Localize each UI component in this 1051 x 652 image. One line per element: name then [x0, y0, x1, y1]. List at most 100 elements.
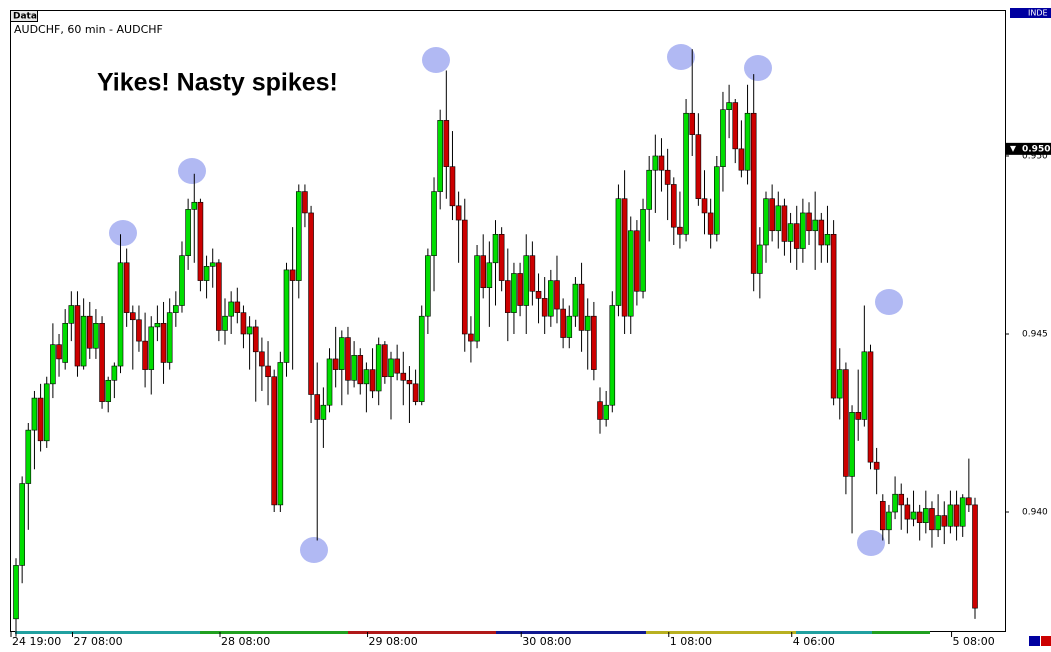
candle-body: [86, 315, 93, 349]
candle-body: [511, 273, 517, 313]
candle-body: [130, 312, 136, 321]
candle-body: [787, 223, 794, 242]
candle-body: [621, 198, 628, 317]
spike-circle: [422, 47, 450, 73]
candle-body: [750, 112, 757, 274]
candle-body: [492, 234, 499, 264]
candle-body: [345, 337, 351, 381]
candle-body: [591, 315, 597, 370]
candle-body: [707, 212, 714, 235]
candle-body: [474, 255, 480, 342]
corner-tag-box: [1010, 8, 1051, 18]
spike-circle: [109, 220, 137, 246]
candles: [13, 49, 978, 637]
candle-body: [904, 504, 911, 520]
candle-body: [818, 219, 825, 246]
y-tick-label: 0.945: [1022, 329, 1048, 339]
candle-body: [873, 461, 880, 470]
candle-body: [209, 262, 216, 267]
candle-body: [216, 262, 222, 331]
x-tick-label: 29 08:00: [369, 635, 418, 648]
candle-body: [277, 362, 284, 506]
day-strip: [872, 631, 930, 634]
candle-body: [117, 262, 124, 367]
candle-body: [800, 212, 806, 249]
candle-body: [486, 262, 493, 289]
candle-body: [142, 340, 148, 370]
candle-body: [683, 112, 689, 235]
candle-body: [652, 155, 659, 171]
candle-body: [228, 301, 234, 317]
candle-body: [572, 283, 579, 317]
candle-body: [332, 358, 339, 370]
candle-body: [597, 401, 603, 420]
candle-body: [640, 209, 646, 292]
candle-body: [793, 223, 800, 249]
day-strip: [646, 631, 796, 634]
candle-body: [412, 383, 419, 402]
x-tick-label: 27 08:00: [73, 635, 122, 648]
candle-body: [763, 198, 769, 246]
candle-body: [289, 269, 296, 281]
candle-body: [197, 201, 204, 281]
price-marker: [1006, 142, 1051, 155]
candle-body: [935, 515, 941, 531]
x-tick-label: 24 19:00: [12, 635, 61, 648]
candle-body: [148, 326, 155, 370]
candle-body: [603, 404, 609, 420]
candle-body: [677, 226, 683, 235]
candle-body: [80, 315, 87, 367]
x-tick-label: 30 08:00: [522, 635, 571, 648]
candle-body: [154, 323, 161, 328]
candle-body: [738, 148, 745, 171]
candle-body: [437, 120, 443, 192]
candle-body: [689, 112, 696, 135]
candle-body: [855, 412, 861, 420]
candle-body: [111, 365, 118, 381]
candle-body: [25, 429, 32, 484]
candle-body: [369, 369, 376, 392]
candle-body: [726, 102, 732, 110]
candle-body: [93, 323, 99, 349]
candle-body: [382, 344, 388, 378]
candle-body: [320, 404, 327, 420]
icon: [1029, 636, 1040, 646]
candle-body: [757, 244, 763, 274]
x-tick-label: 5 08:00: [953, 635, 995, 648]
candle-body: [541, 298, 548, 317]
candle-body: [867, 351, 874, 463]
candle-body: [166, 312, 173, 363]
candle-body: [240, 312, 247, 335]
candle-body: [455, 205, 462, 221]
candle-body: [701, 198, 708, 214]
candle-body: [406, 379, 413, 385]
candle-body: [295, 191, 302, 281]
spike-circle: [300, 537, 328, 563]
candle-body: [314, 394, 321, 420]
candle-body: [806, 212, 812, 232]
candle-body: [560, 308, 566, 338]
chart-title: AUDCHF, 60 min - AUDCHF: [14, 23, 163, 36]
candle-body: [953, 504, 960, 527]
candle-body: [326, 358, 333, 406]
x-tick-label: 28 08:00: [221, 635, 270, 648]
candle-body: [418, 315, 425, 402]
candle-body: [769, 198, 775, 232]
candle-body: [812, 219, 818, 232]
candle-body: [615, 198, 622, 306]
candle-body: [431, 191, 437, 256]
candle-body: [720, 109, 726, 167]
candle-body: [517, 273, 523, 306]
candle-body: [744, 112, 751, 171]
spike-highlights: [109, 44, 903, 563]
candle-body: [308, 212, 314, 395]
candle-body: [375, 344, 382, 392]
candle-body: [13, 565, 19, 620]
candle-body: [203, 266, 210, 281]
candle-body: [68, 305, 75, 324]
candle-body: [283, 269, 290, 363]
spike-circle: [744, 55, 772, 81]
candle-body: [136, 319, 142, 342]
candle-body: [234, 301, 241, 313]
